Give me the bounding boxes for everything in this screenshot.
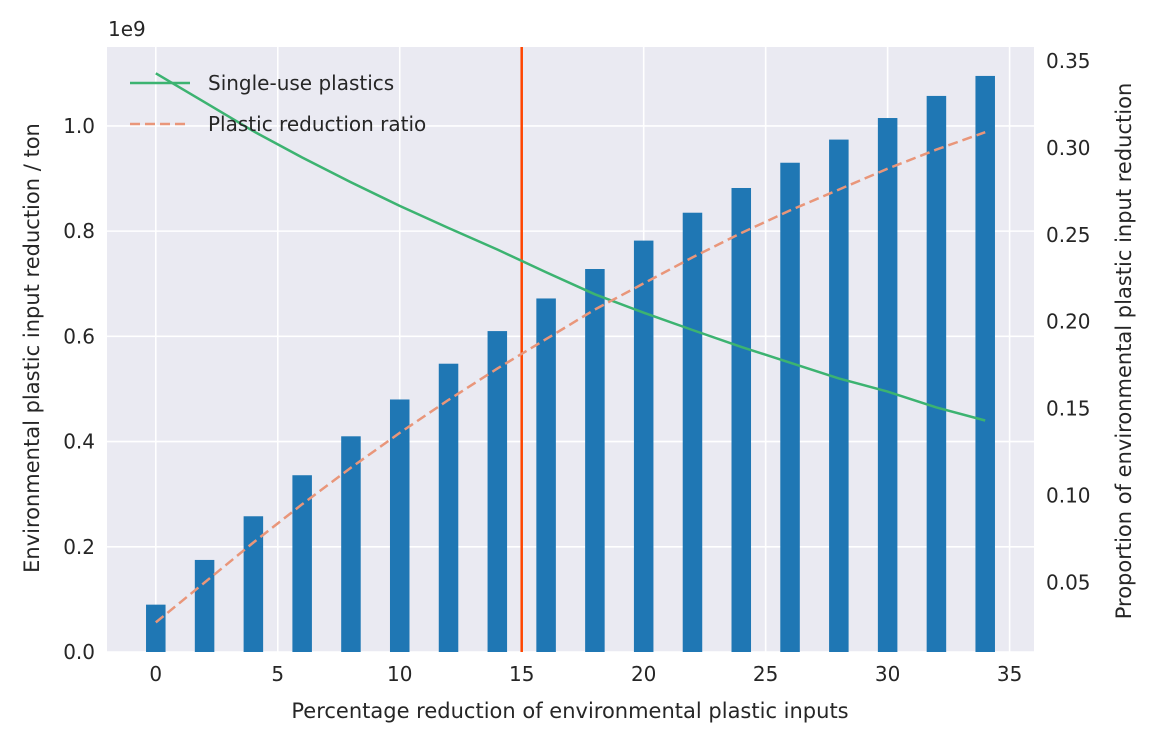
y-ticks-right: 0.05 0.10 0.15 0.20 0.25 0.30 0.35 (1046, 49, 1091, 595)
y-tick-label-5: 1.0 (63, 114, 95, 138)
bar-11 (682, 212, 703, 652)
legend-label-single-use: Single-use plastics (208, 71, 394, 95)
y-offset-text: 1e9 (108, 17, 146, 41)
series-line-0 (155, 72, 986, 422)
bar-0 (146, 604, 166, 652)
series-line-1 (155, 131, 986, 624)
y-tick-label-2: 0.4 (63, 430, 95, 454)
y-axis-label: Environmental plastic input reduction / … (20, 123, 44, 573)
bar-12 (731, 187, 752, 652)
x-tick-label-2: 10 (387, 662, 412, 686)
bar-13 (780, 162, 800, 652)
y-tick-label-right-5: 0.30 (1046, 136, 1091, 160)
y-tick-label-0: 0.0 (63, 640, 95, 664)
bar-5 (389, 399, 410, 652)
y-tick-label-right-1: 0.10 (1046, 484, 1091, 508)
bar-9 (585, 269, 605, 652)
x-tick-label-5: 25 (753, 662, 778, 686)
bars (146, 75, 995, 653)
bar-10 (633, 240, 654, 652)
bar-8 (536, 298, 556, 652)
legend: Single-use plastics Plastic reduction ra… (130, 71, 426, 136)
x-tick-label-0: 0 (149, 662, 162, 686)
series-lines (155, 72, 986, 624)
x-ticks: 0 5 10 15 20 25 30 35 (149, 662, 1022, 686)
y-ticks-left: 0.0 0.2 0.4 0.6 0.8 1.0 (63, 114, 95, 664)
bar-14 (829, 139, 849, 652)
bar-1 (194, 559, 215, 652)
x-tick-label-3: 15 (509, 662, 534, 686)
bar-16 (926, 95, 947, 652)
bar-7 (487, 331, 508, 652)
x-tick-label-4: 20 (631, 662, 656, 686)
y-tick-label-3: 0.6 (63, 324, 95, 348)
y-axis-label-right: Proportion of environmental plastic inpu… (1112, 83, 1136, 620)
y-tick-label-right-4: 0.25 (1046, 223, 1091, 247)
x-tick-label-6: 30 (875, 662, 900, 686)
x-tick-label-7: 35 (997, 662, 1022, 686)
bar-4 (341, 436, 361, 652)
bar-6 (438, 363, 459, 652)
x-tick-label-1: 5 (271, 662, 284, 686)
y-tick-label-right-3: 0.20 (1046, 310, 1091, 334)
legend-label-ratio: Plastic reduction ratio (208, 112, 426, 136)
bar-3 (292, 475, 312, 652)
y-tick-label-right-2: 0.15 (1046, 397, 1091, 421)
y-tick-label-1: 0.2 (63, 535, 95, 559)
y-tick-label-4: 0.8 (63, 219, 95, 243)
x-axis-label: Percentage reduction of environmental pl… (291, 699, 848, 723)
bar-2 (243, 516, 264, 652)
bar-17 (975, 75, 995, 652)
y-tick-label-right-0: 0.05 (1046, 570, 1091, 594)
bar-15 (877, 118, 898, 653)
y-tick-label-right-6: 0.35 (1046, 49, 1091, 73)
